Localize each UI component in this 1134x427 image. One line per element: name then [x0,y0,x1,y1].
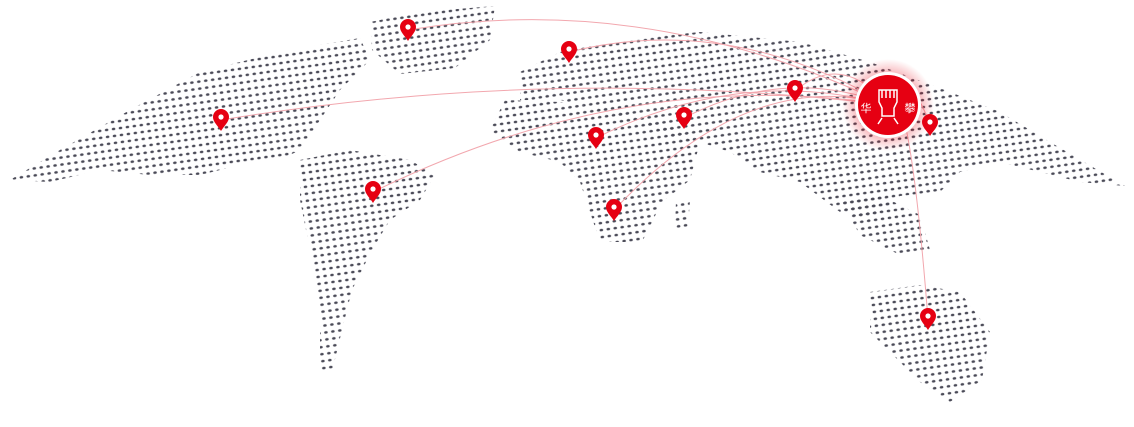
southeast-asia [840,195,930,255]
pins [213,19,938,330]
location-pin-icon[interactable] [676,107,692,129]
location-pin-icon[interactable] [213,109,229,131]
eurasia [520,32,1125,220]
location-pin-icon[interactable] [588,127,604,149]
australia [870,285,990,402]
arc-europe [568,39,889,106]
arc-greenland [407,19,889,106]
location-pin-icon[interactable] [606,199,622,221]
madagascar [675,200,690,230]
logo-char-1: 华 [861,101,872,115]
north-america [10,38,370,182]
location-pin-icon[interactable] [561,41,577,63]
location-pin-icon[interactable] [365,181,381,203]
location-pin-icon[interactable] [922,114,938,136]
location-pin-icon[interactable] [787,80,803,102]
south-america [300,150,435,372]
hub-logo [855,72,921,138]
logo-char-2: 攀 [905,102,916,115]
location-pin-icon[interactable] [400,19,416,41]
africa [490,100,700,242]
greenland [370,6,495,74]
continents [10,6,1125,402]
fist-icon [877,89,899,125]
location-pin-icon[interactable] [920,308,936,330]
